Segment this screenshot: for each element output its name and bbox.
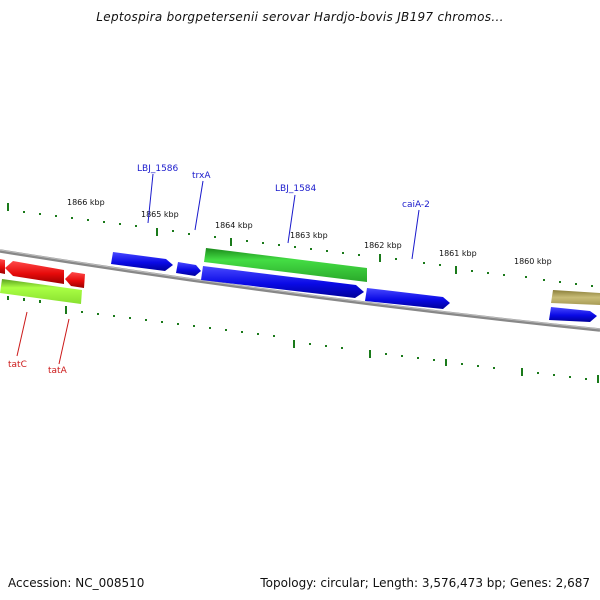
- leader-lbj-1586: [147, 173, 154, 224]
- feature-lime[interactable]: [0, 279, 82, 304]
- feature-olive[interactable]: [551, 290, 600, 305]
- inner-tick-track: [7, 296, 599, 383]
- leader-caia-2: [411, 209, 420, 260]
- genome-summary: Topology: circular; Length: 3,576,473 bp…: [260, 576, 590, 590]
- gene-tata[interactable]: [65, 272, 85, 288]
- chromosome-backbone: [0, 249, 600, 332]
- gene-caia-2[interactable]: [365, 288, 450, 309]
- scale-label-1864: 1864 kbp: [215, 221, 253, 230]
- scale-label-1862: 1862 kbp: [364, 241, 402, 250]
- scale-label-1863: 1863 kbp: [290, 231, 328, 240]
- label-trxa[interactable]: trxA: [192, 171, 211, 181]
- scale-label-1865: 1865 kbp: [141, 210, 179, 219]
- accession-label: Accession: NC_008510: [8, 576, 145, 590]
- scale-label-1866: 1866 kbp: [67, 198, 105, 207]
- gene-left-edge[interactable]: [0, 259, 5, 274]
- scale-label-1861: 1861 kbp: [439, 249, 477, 258]
- gene-right-edge[interactable]: [549, 307, 597, 322]
- gene-trxa[interactable]: [176, 262, 201, 276]
- label-lbj-1584[interactable]: LBJ_1584: [275, 184, 317, 194]
- label-tatc[interactable]: tatC: [8, 360, 27, 370]
- feature-green[interactable]: [204, 248, 367, 282]
- label-tata[interactable]: tatA: [48, 366, 68, 376]
- map-title: Leptospira borgpetersenii serovar Hardjo…: [96, 10, 504, 24]
- leader-lbj-1584: [287, 194, 296, 244]
- gene-lbj-1586[interactable]: [111, 252, 173, 271]
- label-lbj-1586[interactable]: LBJ_1586: [137, 164, 179, 174]
- outer-tick-track: [7, 203, 593, 287]
- gene-tatc[interactable]: [5, 261, 64, 284]
- leader-tatc: [16, 311, 28, 357]
- leader-tata: [58, 318, 70, 365]
- leader-trxa: [194, 180, 204, 231]
- label-caia-2[interactable]: caiA-2: [402, 200, 430, 210]
- scale-label-1860: 1860 kbp: [514, 257, 552, 266]
- gene-lbj-1584[interactable]: [201, 266, 364, 298]
